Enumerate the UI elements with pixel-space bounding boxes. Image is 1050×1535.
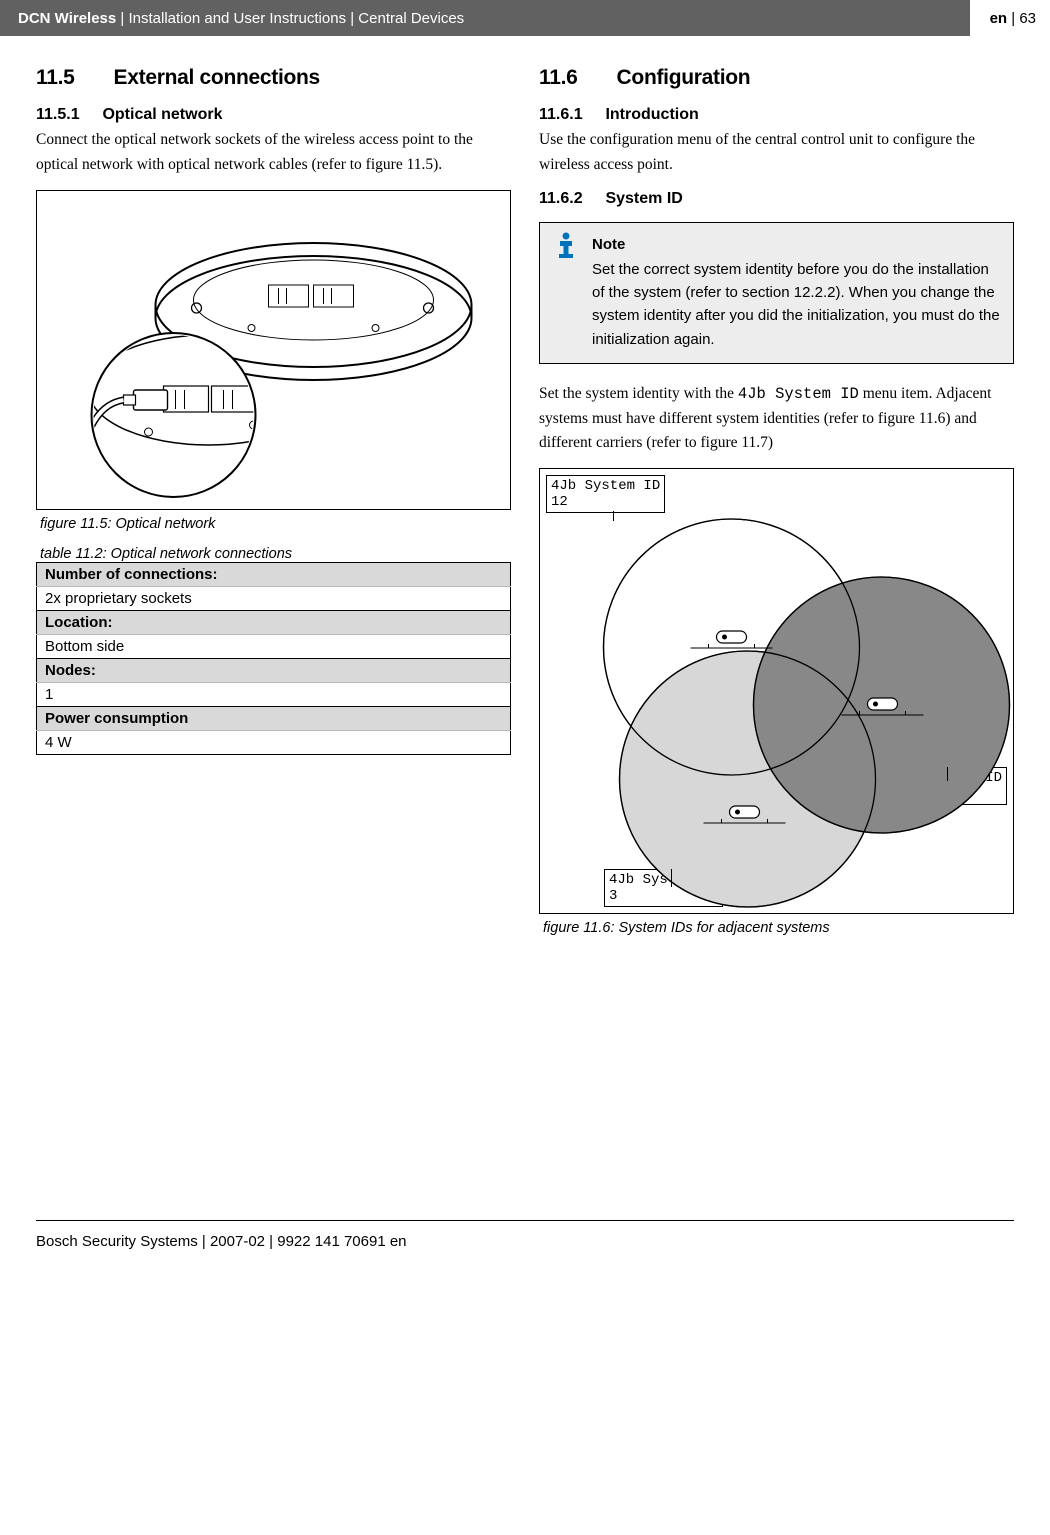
paragraph-system-id: Set the system identity with the 4Jb Sys… — [539, 382, 1014, 456]
subsection-num: 11.6.2 — [539, 190, 601, 208]
lang-label: en — [990, 10, 1008, 27]
subsection-title: Introduction — [605, 106, 698, 123]
subsection-title: Optical network — [102, 106, 222, 123]
header-bar: DCN Wireless | Installation and User Ins… — [0, 0, 1050, 36]
optical-network-diagram — [47, 200, 500, 500]
section-num: 11.6 — [539, 66, 611, 90]
system-ids-diagram — [540, 469, 1013, 913]
table-11.2: Number of connections: 2x proprietary so… — [36, 562, 511, 755]
figure-11.6-caption: figure 11.6: System IDs for adjacent sys… — [543, 920, 1014, 936]
subsection-11.6.2-heading: 11.6.2 System ID — [539, 190, 1014, 208]
section-11.6-heading: 11.6 Configuration — [539, 66, 1014, 90]
product-name: DCN Wireless — [18, 10, 116, 27]
table-row: 1 — [37, 682, 511, 706]
note-body-text: Set the correct system identity before y… — [592, 261, 1000, 348]
subsection-11.5.1-heading: 11.5.1 Optical network — [36, 106, 511, 124]
paragraph-introduction: Use the configuration menu of the centra… — [539, 128, 1014, 178]
table-row: Number of connections: — [37, 562, 511, 586]
section-title: Configuration — [617, 66, 751, 89]
page-indicator: en | 63 — [970, 0, 1050, 36]
section-11.5-heading: 11.5 External connections — [36, 66, 511, 90]
info-icon — [552, 231, 580, 263]
table-row: Bottom side — [37, 634, 511, 658]
table-row: Power consumption — [37, 706, 511, 730]
paragraph-optical-network: Connect the optical network sockets of t… — [36, 128, 511, 178]
figure-11.5 — [36, 190, 511, 510]
figure-11.5-caption: figure 11.5: Optical network — [40, 516, 511, 532]
section-title: External connections — [114, 66, 320, 89]
breadcrumb-trail: Installation and User Instructions | Cen… — [128, 10, 464, 27]
page-number: 63 — [1019, 10, 1036, 27]
left-column: 11.5 External connections 11.5.1 Optical… — [36, 66, 511, 950]
table-row: Nodes: — [37, 658, 511, 682]
section-num: 11.5 — [36, 66, 108, 90]
header-breadcrumb: DCN Wireless | Installation and User Ins… — [18, 10, 970, 27]
note-title: Note — [592, 233, 1001, 256]
note-box: Note Set the correct system identity bef… — [539, 222, 1014, 364]
table-row: 4 W — [37, 730, 511, 754]
right-column: 11.6 Configuration 11.6.1 Introduction U… — [539, 66, 1014, 950]
subsection-num: 11.6.1 — [539, 106, 601, 124]
subsection-11.6.1-heading: 11.6.1 Introduction — [539, 106, 1014, 124]
table-row: Location: — [37, 610, 511, 634]
table-row: 2x proprietary sockets — [37, 586, 511, 610]
menu-item-name: 4Jb System ID — [738, 385, 859, 403]
footer: Bosch Security Systems | 2007-02 | 9922 … — [36, 1220, 1014, 1274]
note-content: Note Set the correct system identity bef… — [592, 233, 1001, 351]
subsection-title: System ID — [605, 190, 682, 207]
figure-11.6: 4Jb System ID12 4Jb System ID8 4Jb Syste… — [539, 468, 1014, 914]
table-11.2-caption: table 11.2: Optical network connections — [40, 546, 511, 562]
subsection-num: 11.5.1 — [36, 106, 98, 124]
content-area: 11.5 External connections 11.5.1 Optical… — [0, 36, 1050, 960]
